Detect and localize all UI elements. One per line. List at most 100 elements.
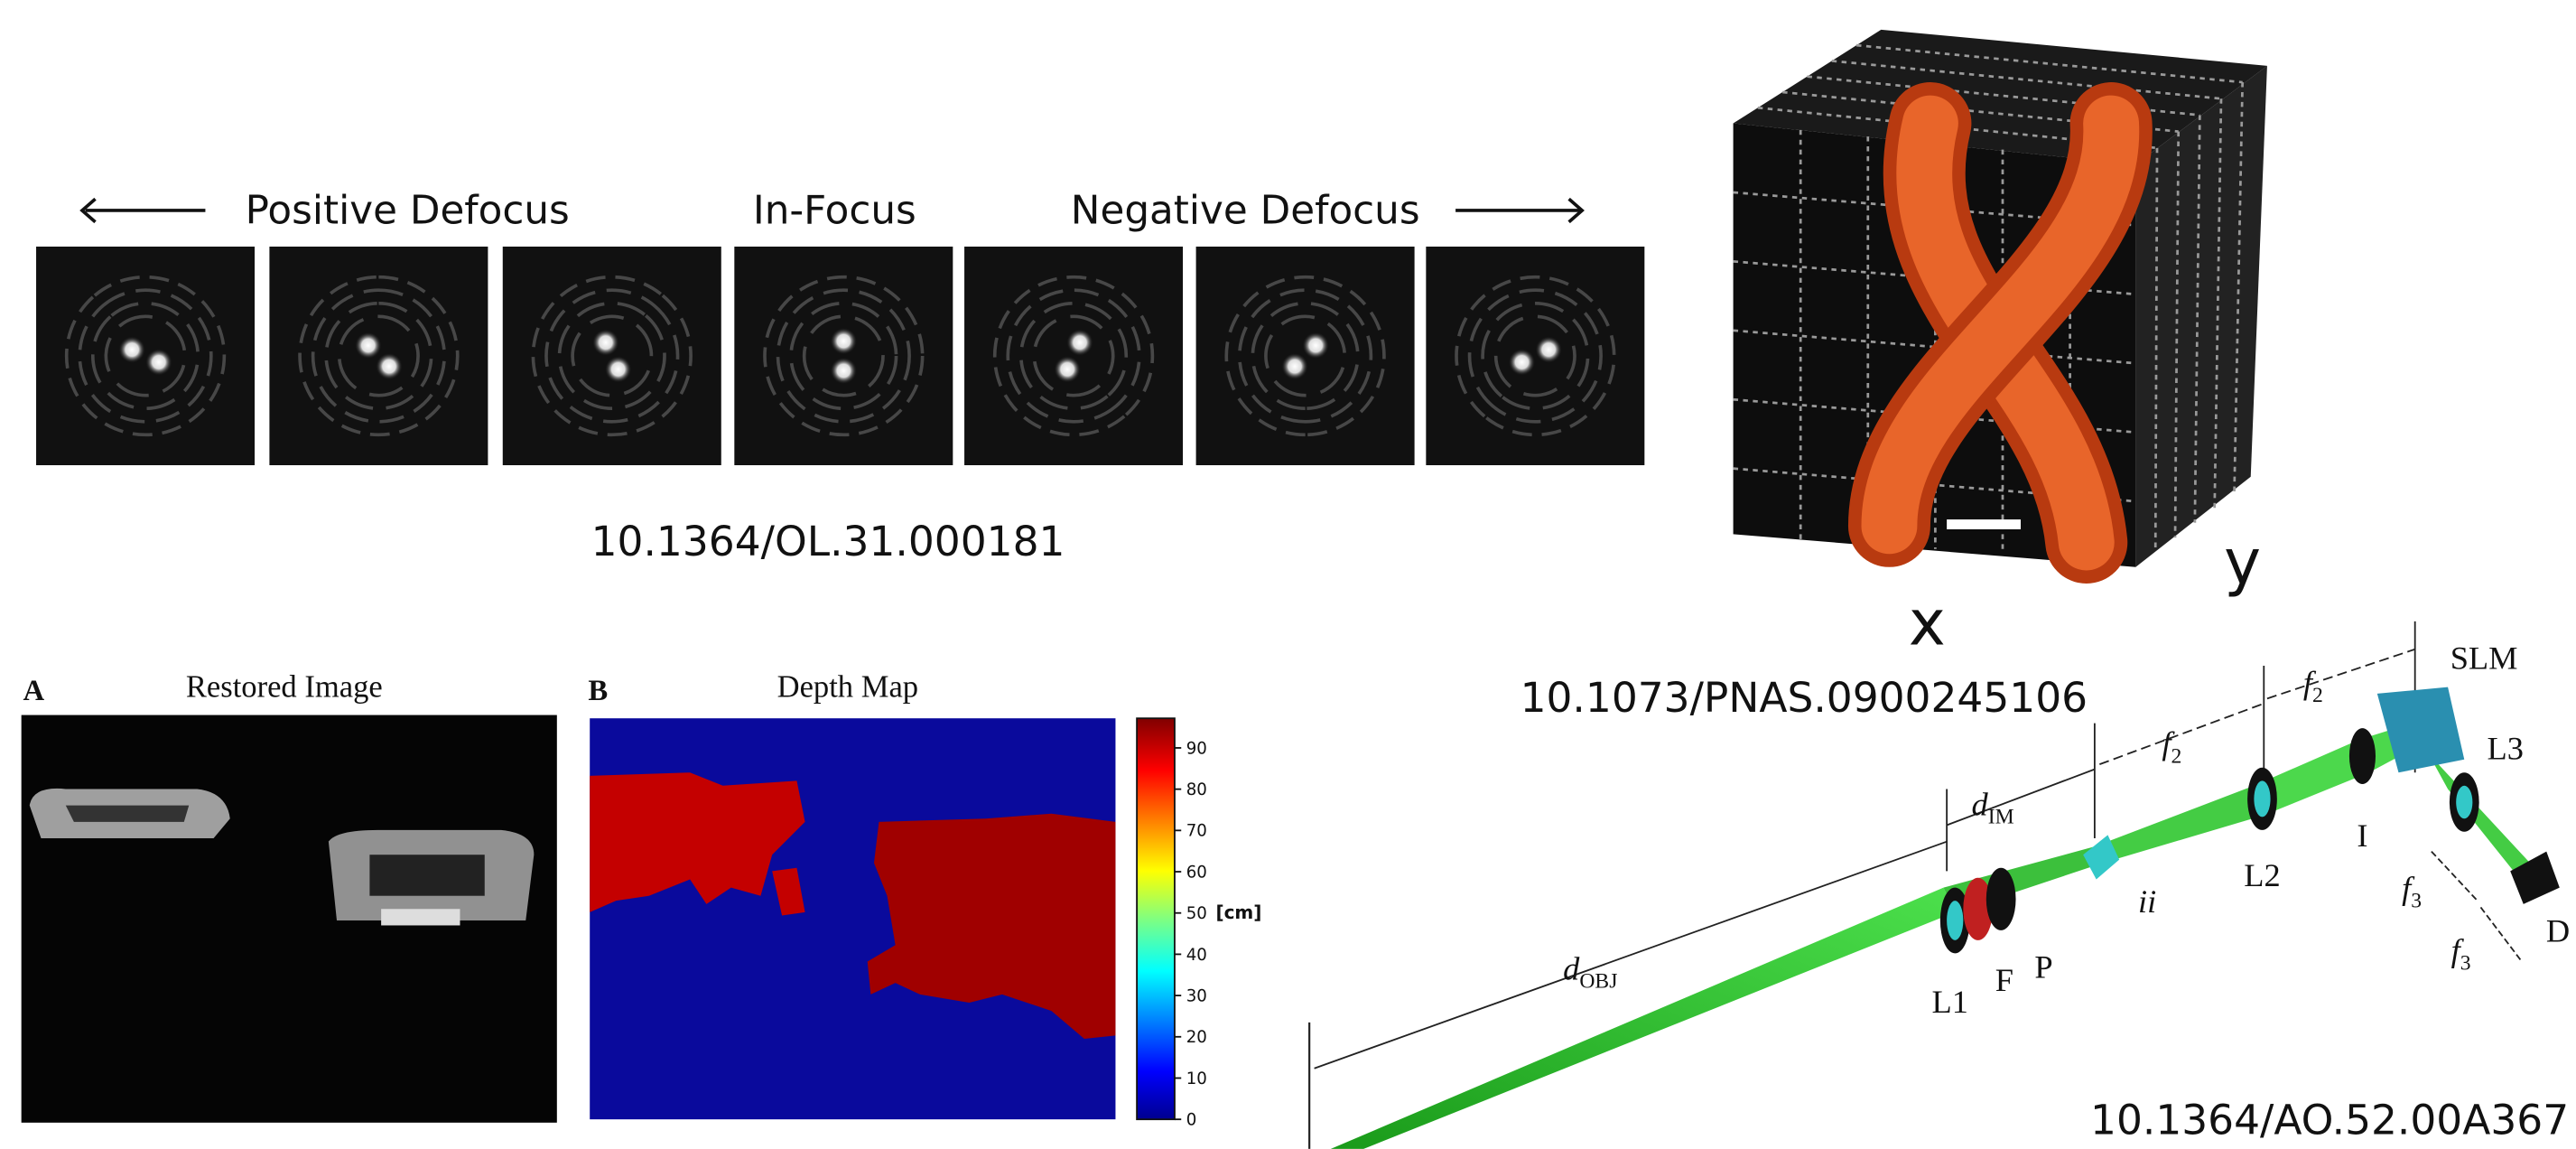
label-text: SLM	[2450, 640, 2518, 677]
psf-frame	[1196, 247, 1415, 465]
colorbar	[1137, 718, 1175, 1119]
optical-label: f2	[2162, 725, 2181, 768]
label-sub: 2	[2312, 684, 2323, 707]
colorbar-unit: [cm]	[1215, 901, 1261, 923]
label-text: d	[1972, 787, 1989, 823]
optical-label: P	[2034, 949, 2052, 986]
psf-image	[34, 245, 256, 467]
lens	[2254, 780, 2270, 817]
label-text: d	[1563, 951, 1580, 987]
car-detail	[369, 855, 484, 895]
panel-letter: A	[23, 675, 44, 707]
optical-label: f3	[2451, 932, 2471, 975]
dim-line	[2480, 907, 2521, 961]
x-label: x	[1909, 587, 1946, 659]
car-detail	[66, 806, 189, 822]
colorbar-tick-label: 0	[1186, 1111, 1197, 1130]
label-text: L1	[1932, 984, 1968, 1020]
optical-label: f3	[2402, 870, 2422, 912]
label-sub: 3	[2411, 889, 2422, 912]
dim-line	[2432, 852, 2478, 901]
colorbar-tick-label: 60	[1186, 863, 1207, 882]
optical-label: f2	[2303, 665, 2323, 707]
psf-frame	[1426, 247, 1644, 465]
colorbar-tick-label: 30	[1186, 986, 1207, 1005]
depth-panel: A Restored Image B Depth Map 0 10 20 30 40 50…	[22, 670, 1262, 1130]
label-sub: OBJ	[1579, 970, 1617, 994]
label-text: ii	[2138, 883, 2156, 920]
label-text: I	[2357, 817, 2367, 854]
psf-spot	[592, 330, 618, 356]
psf-frame	[36, 247, 255, 465]
optical-label: L1	[1932, 984, 1968, 1020]
panel-letter: B	[588, 675, 608, 707]
psf-spot	[831, 328, 857, 354]
optical-label: L2	[2244, 857, 2280, 893]
optical-label: F	[1995, 962, 2013, 998]
optical-label: D	[2546, 913, 2570, 949]
label-sub: 2	[2171, 744, 2182, 768]
colorbar-ticks: 0 10 20 30 40 50 60 70 80 90	[1175, 739, 1207, 1129]
psf-image	[501, 245, 723, 467]
psf-image	[269, 247, 488, 465]
psf-spot	[605, 356, 631, 382]
psf-spot	[1303, 332, 1329, 359]
psf-image	[963, 245, 1185, 467]
optical-label: L3	[2488, 731, 2524, 767]
plate	[381, 909, 460, 925]
dim-line	[1947, 770, 2095, 826]
colorbar-tick-label: 20	[1186, 1028, 1207, 1047]
psf-frame	[734, 247, 953, 465]
psf-spot	[1066, 330, 1093, 356]
colorbar-tick-label: 90	[1186, 739, 1207, 758]
label-text: P	[2034, 949, 2052, 986]
beam	[2095, 786, 2264, 864]
psf-frame	[269, 247, 488, 465]
panel-title: Restored Image	[186, 670, 383, 705]
panel-title: Depth Map	[777, 670, 918, 705]
optical-label: I	[2357, 817, 2367, 854]
psf-frame	[503, 247, 721, 465]
psf-image	[1424, 245, 1646, 467]
label-sub: IM	[1988, 806, 2014, 829]
psf-spot	[145, 349, 172, 375]
iris	[2349, 728, 2376, 784]
psf-spot	[1281, 353, 1307, 379]
label-text: L3	[2488, 731, 2524, 767]
psf-image	[1196, 247, 1415, 465]
colorbar-tick-label: 10	[1186, 1070, 1207, 1088]
center-label: In-Focus	[753, 188, 916, 234]
right-label: Negative Defocus	[1071, 188, 1420, 234]
figure-collage: Positive Defocus In-Focus Negative Defoc…	[0, 0, 2576, 1149]
label-text: F	[1995, 962, 2013, 998]
scale-bar	[1947, 519, 2021, 529]
colorbar-tick-label: 70	[1186, 822, 1207, 841]
psf-frame	[964, 247, 1183, 465]
lens	[1947, 901, 1963, 940]
label-sub: 3	[2460, 952, 2471, 976]
lens	[2456, 786, 2472, 818]
doi: 10.1073/PNAS.0900245106	[1520, 674, 2088, 722]
psf-spot	[1536, 337, 1562, 363]
psf-spot	[1055, 356, 1081, 382]
psf-images	[34, 245, 1646, 467]
psf-spot	[831, 358, 857, 384]
psf-spot	[355, 332, 381, 359]
optical-label: dOBJ	[1563, 951, 1617, 994]
psf-spot	[376, 353, 402, 379]
colorbar-tick-label: 40	[1186, 946, 1207, 965]
defocus-panel: Positive Defocus In-Focus Negative Defoc…	[34, 188, 1646, 566]
dim-line	[2267, 649, 2415, 699]
psf-image	[734, 247, 953, 465]
doi: 10.1364/AO.52.00A367	[2090, 1097, 2569, 1144]
psf-spot	[1509, 349, 1535, 375]
doi: 10.1364/OL.31.000181	[591, 518, 1065, 565]
optical-label: SLM	[2450, 640, 2518, 677]
label-text: L2	[2244, 857, 2280, 893]
polarizer	[1986, 868, 2016, 930]
optical-label: ii	[2138, 883, 2156, 920]
beam	[1331, 888, 1955, 1149]
colorbar-tick-label: 50	[1186, 904, 1207, 923]
colorbar-tick-label: 80	[1186, 780, 1207, 799]
optical-label: dIM	[1972, 787, 2014, 829]
